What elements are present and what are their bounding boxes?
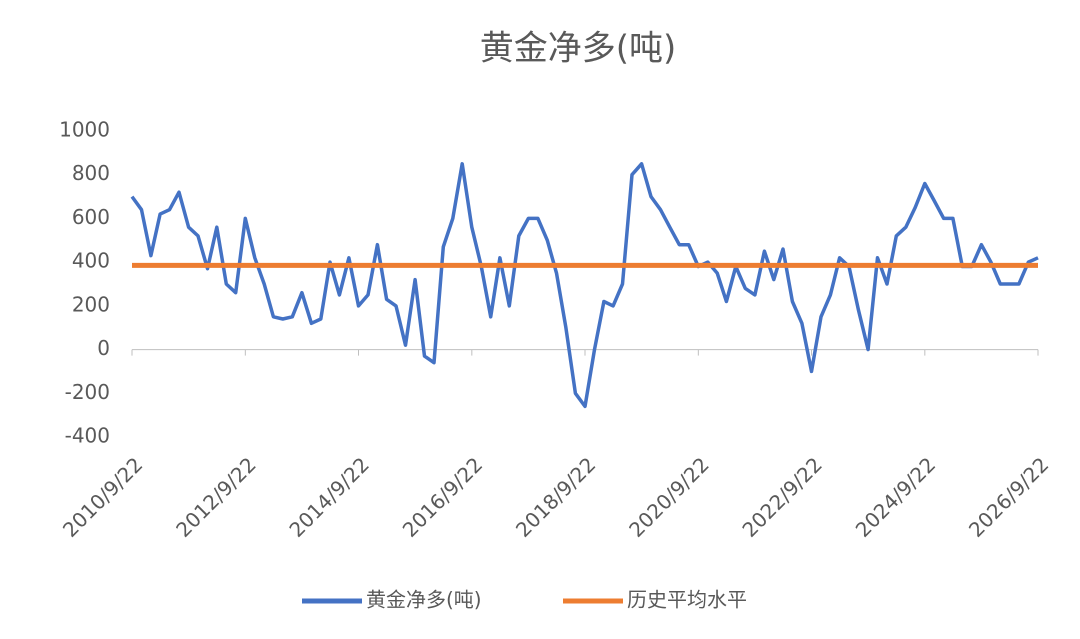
y-tick-label: 600 xyxy=(72,205,110,229)
y-tick-label: 400 xyxy=(72,249,110,273)
x-tick-label: 2012/9/22 xyxy=(171,452,260,541)
x-tick-label: 2026/9/22 xyxy=(964,452,1053,541)
y-tick-label: 200 xyxy=(72,292,110,316)
x-tick-label: 2014/9/22 xyxy=(284,452,373,541)
y-tick-label: 0 xyxy=(97,336,110,360)
y-tick-label: -200 xyxy=(65,380,110,404)
legend-label: 历史平均水平 xyxy=(627,588,747,612)
x-tick-label: 2018/9/22 xyxy=(511,452,600,541)
x-tick-label: 2020/9/22 xyxy=(624,452,713,541)
legend-label: 黄金净多(吨) xyxy=(366,588,482,612)
y-tick-label: 1000 xyxy=(59,118,110,142)
x-tick-label: 2024/9/22 xyxy=(851,452,940,541)
series-line xyxy=(130,162,1039,409)
x-tick-label: 2022/9/22 xyxy=(737,452,826,541)
x-tick-label: 2010/9/22 xyxy=(58,452,147,541)
chart-title: 黄金净多(吨) xyxy=(480,29,677,69)
y-tick-label: 800 xyxy=(72,161,110,185)
x-tick-label: 2016/9/22 xyxy=(398,452,487,541)
y-tick-label: -400 xyxy=(65,424,110,448)
